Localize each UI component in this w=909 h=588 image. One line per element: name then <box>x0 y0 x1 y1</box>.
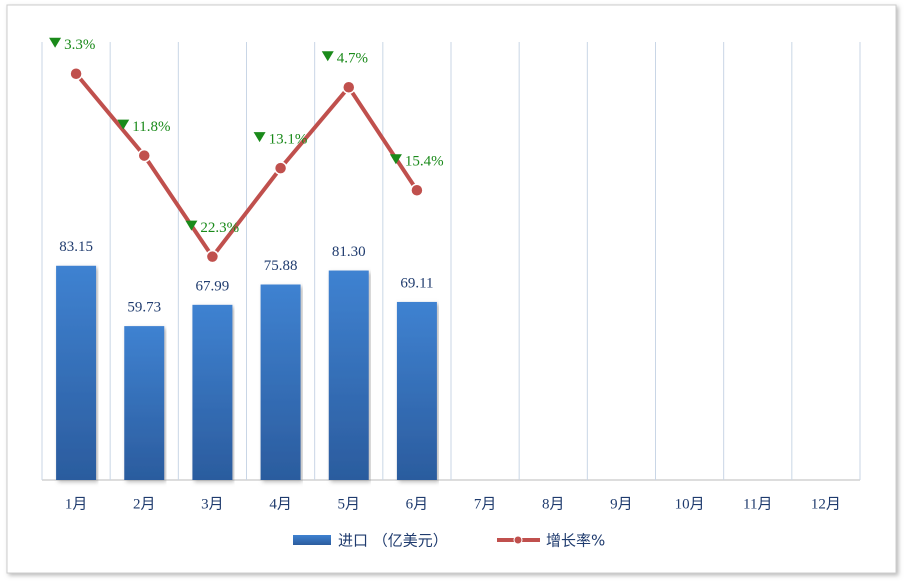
x-tick-label: 5月 <box>337 496 360 512</box>
x-tick-label: 12月 <box>811 496 841 512</box>
data-label: 69.11 <box>400 275 433 291</box>
x-tick-label: 10月 <box>675 496 705 512</box>
data-label: 59.73 <box>127 300 161 316</box>
data-label: 81.30 <box>332 244 366 260</box>
legend-marker <box>513 535 523 545</box>
data-label: 15.4% <box>405 154 444 170</box>
data-label: 4.7% <box>337 51 368 67</box>
bar <box>192 304 233 480</box>
data-label: 3.3% <box>64 37 95 53</box>
marker <box>410 183 424 197</box>
x-tick-label: 4月 <box>269 496 292 512</box>
x-tick-label: 7月 <box>474 496 497 512</box>
data-label: 22.3% <box>200 220 239 236</box>
down-arrow <box>117 119 130 130</box>
legend: 进口 （亿美元） 增长率% <box>293 532 605 550</box>
x-tick-label: 8月 <box>542 496 565 512</box>
bar <box>56 265 97 480</box>
data-label: 67.99 <box>196 278 230 294</box>
data-label: 11.8% <box>132 119 170 135</box>
x-tick-label: 11月 <box>743 496 772 512</box>
data-label: 13.1% <box>269 132 308 148</box>
down-arrow <box>321 51 334 62</box>
x-tick-label: 9月 <box>610 496 633 512</box>
marker <box>342 80 356 94</box>
down-arrow <box>49 37 62 48</box>
line <box>74 72 419 259</box>
down-arrow <box>253 132 266 143</box>
data-label: 75.88 <box>264 258 298 274</box>
x-tick-label: 1月 <box>65 496 88 512</box>
down-arrow <box>185 220 198 231</box>
marker <box>205 249 220 264</box>
down-arrow <box>389 154 402 165</box>
x-tick-label: 2月 <box>133 496 156 512</box>
x-tick-label: 6月 <box>406 496 429 512</box>
marker <box>69 67 83 81</box>
bar <box>260 284 301 480</box>
bar <box>124 326 165 480</box>
legend-label: 增长率% <box>546 532 605 550</box>
data-label: 83.15 <box>59 239 93 255</box>
x-tick-label: 3月 <box>201 496 224 512</box>
legend-swatch-bar <box>293 535 331 545</box>
marker <box>273 161 288 175</box>
legend-label: 进口 （亿美元） <box>338 532 448 550</box>
bar <box>328 270 369 480</box>
bar <box>396 301 437 480</box>
marker <box>137 148 151 163</box>
